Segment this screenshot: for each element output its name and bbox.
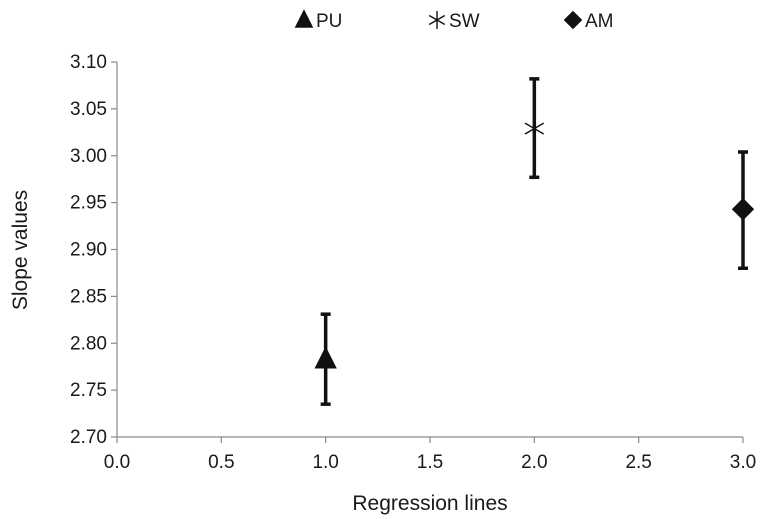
legend-marker — [428, 11, 446, 29]
y-tick-label: 3.10 — [70, 52, 107, 73]
series-pu — [314, 312, 337, 406]
x-tick-label: 0.0 — [104, 452, 130, 473]
y-tick-label: 3.00 — [70, 146, 107, 167]
x-axis-title: Regression lines — [352, 492, 507, 515]
y-tick-label: 2.95 — [70, 193, 107, 214]
legend-label: SW — [449, 11, 480, 32]
legend-item-sw: SW — [428, 11, 480, 32]
x-tick-label: 2.0 — [521, 452, 547, 473]
y-tick-label: 2.75 — [70, 380, 107, 401]
y-tick-label: 2.85 — [70, 286, 107, 307]
series-layer — [314, 77, 755, 406]
legend-label: PU — [316, 11, 342, 32]
x-tick-label: 3.0 — [730, 452, 756, 473]
x-axis: 0.0 0.5 1.0 1.5 2.0 2.5 3.0 — [104, 436, 756, 473]
y-tick-label: 2.90 — [70, 240, 107, 261]
y-tick-label: 2.80 — [70, 333, 107, 354]
x-tick-label: 0.5 — [208, 452, 234, 473]
x-tick-label: 1.0 — [312, 452, 338, 473]
asterisk-stroke — [428, 14, 446, 26]
y-axis: 2.70 2.75 2.80 2.85 2.90 2.95 3.00 3.05 3.10 — [70, 52, 118, 448]
x-tick-label: 2.5 — [625, 452, 651, 473]
series-am — [731, 150, 755, 270]
legend-marker — [294, 9, 314, 28]
legend: PU SW AM — [294, 9, 614, 32]
y-axis-title: Slope values — [9, 190, 32, 310]
legend-item-pu: PU — [294, 9, 342, 32]
asterisk-stroke — [524, 122, 545, 135]
series-sw — [524, 77, 545, 180]
legend-marker — [563, 10, 583, 30]
x-tick-label: 1.5 — [417, 452, 443, 473]
data-point — [731, 198, 755, 221]
y-tick-label: 3.05 — [70, 99, 107, 120]
data-point — [524, 117, 545, 140]
legend-item-am: AM — [563, 10, 614, 32]
y-tick-label: 2.70 — [70, 427, 107, 448]
legend-label: AM — [585, 11, 614, 32]
data-point — [314, 346, 337, 369]
